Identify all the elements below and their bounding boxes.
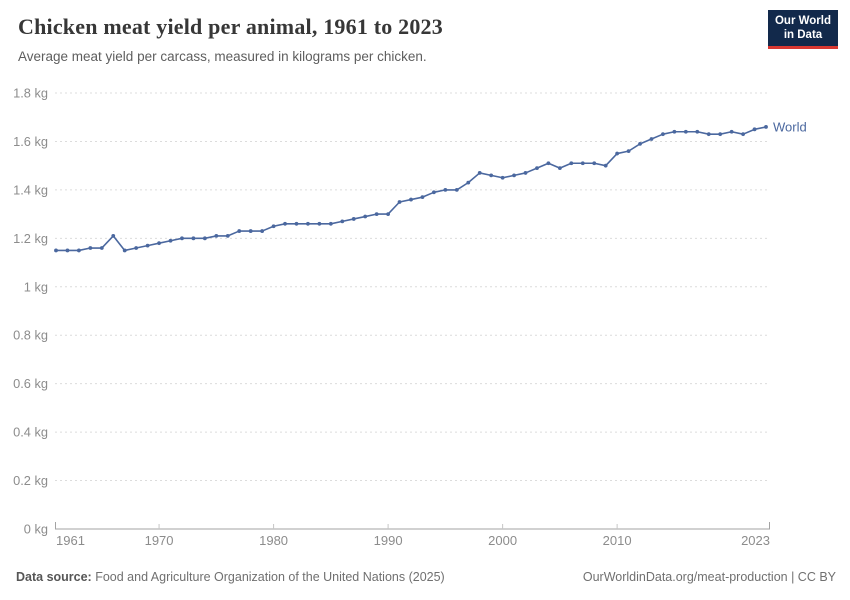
line-series-world (55, 126, 767, 252)
x-axis-label: 2023 (741, 533, 770, 548)
data-point (569, 161, 574, 166)
data-point (351, 217, 356, 221)
y-axis-label: 0 kg (24, 522, 48, 537)
data-point (752, 127, 757, 132)
data-point (626, 149, 631, 154)
data-point (523, 171, 528, 175)
page-title: Chicken meat yield per animal, 1961 to 2… (18, 14, 443, 39)
data-point (409, 197, 413, 202)
data-point (328, 221, 333, 226)
data-point (615, 151, 620, 156)
data-point (546, 161, 551, 166)
data-point (706, 132, 711, 137)
data-point (122, 248, 127, 253)
y-axis-label: 0.4 kg (13, 425, 48, 440)
data-point (225, 234, 230, 238)
data-point (603, 163, 608, 168)
data-point (729, 129, 734, 134)
y-axis-label: 0.6 kg (13, 376, 48, 391)
chart-footer: Data source: Food and Agriculture Organi… (16, 570, 836, 584)
data-point (65, 248, 70, 253)
x-axis-label: 2010 (603, 533, 632, 548)
y-axis-label: 0.2 kg (13, 473, 48, 488)
data-point (77, 248, 81, 253)
owid-logo: Our World in Data (768, 10, 838, 49)
data-point (260, 229, 265, 233)
data-point (592, 161, 597, 166)
data-point (214, 234, 219, 238)
data-point (512, 173, 516, 178)
data-point (111, 234, 116, 238)
data-point (180, 236, 184, 241)
y-axis-label: 1 kg (24, 279, 48, 294)
data-point (317, 221, 322, 226)
chart-subtitle: Average meat yield per carcass, measured… (18, 49, 427, 64)
data-point (489, 173, 494, 178)
data-point (420, 195, 425, 200)
data-point (466, 180, 471, 185)
data-point (580, 161, 585, 166)
data-point (718, 132, 723, 137)
data-point (374, 212, 379, 217)
data-point (397, 200, 402, 204)
data-point (340, 219, 345, 224)
data-point (248, 229, 253, 233)
data-point (386, 212, 390, 217)
data-point (134, 246, 139, 250)
data-point (672, 129, 677, 134)
data-source-text: Food and Agriculture Organization of the… (91, 570, 445, 584)
y-axis-label: 1.2 kg (13, 231, 48, 246)
x-axis-label: 1970 (145, 533, 174, 548)
data-point (432, 190, 436, 195)
data-point (661, 132, 665, 137)
x-axis-label: 1980 (259, 533, 288, 548)
series-label-world: World (773, 119, 807, 134)
data-point (202, 236, 207, 241)
y-axis-label: 1.4 kg (13, 182, 48, 197)
data-point (683, 129, 688, 134)
data-point (88, 246, 93, 250)
data-point (500, 175, 505, 180)
x-axis-label: 2000 (488, 533, 517, 548)
data-point (741, 132, 745, 137)
data-point (764, 125, 768, 129)
data-point (145, 243, 150, 248)
data-point (443, 187, 448, 192)
footer-link[interactable]: OurWorldinData.org/meat-production | CC … (582, 570, 836, 584)
y-axis-label: 1.8 kg (13, 86, 48, 101)
data-point (168, 238, 173, 243)
data-point (695, 129, 700, 134)
data-source: Data source: Food and Agriculture Organi… (16, 570, 445, 584)
data-point (649, 137, 654, 141)
logo-line1: Our World (774, 15, 831, 27)
data-point (557, 166, 562, 170)
data-point (157, 241, 161, 246)
data-point (638, 141, 642, 146)
data-point (54, 248, 58, 253)
data-point (191, 236, 196, 241)
x-axis-label: 1961 (56, 533, 85, 548)
data-point (271, 224, 276, 229)
y-axis-label: 0.8 kg (13, 328, 48, 343)
data-point (294, 221, 299, 226)
y-axis-label: 1.6 kg (13, 134, 48, 149)
data-point (306, 221, 310, 226)
data-point (454, 187, 459, 192)
x-axis-label: 1990 (374, 533, 403, 548)
data-source-label: Data source: (16, 570, 92, 584)
data-point (363, 214, 368, 219)
data-point (99, 246, 104, 250)
logo-line2: in Data (783, 29, 823, 41)
data-point (477, 171, 482, 175)
data-point (283, 221, 287, 226)
data-point (535, 166, 539, 170)
data-point (237, 229, 242, 233)
